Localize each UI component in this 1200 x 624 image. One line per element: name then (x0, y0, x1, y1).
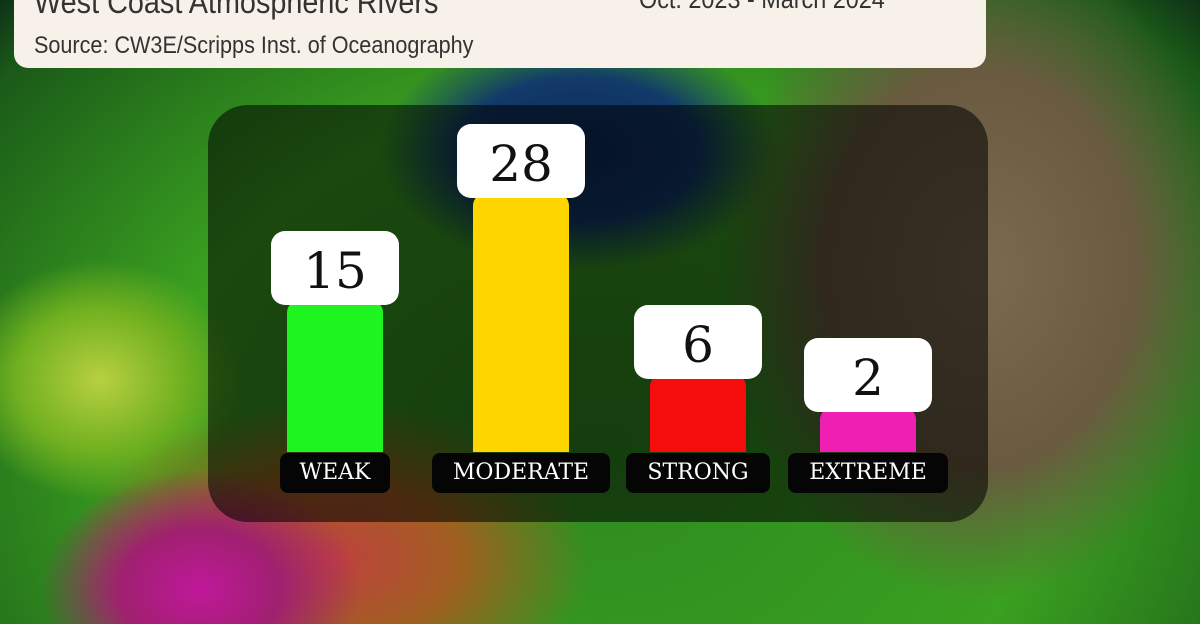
category-label: EXTREME (788, 453, 948, 493)
category-label: WEAK (280, 453, 390, 493)
value-label: 28 (457, 124, 585, 199)
title-card: West Coast Atmospheric Rivers Oct. 2023 … (14, 0, 986, 68)
date-range: Oct. 2023 - March 2024 (639, 0, 885, 15)
value-label: 2 (804, 337, 932, 412)
plot-area (208, 105, 988, 452)
bar-extreme (820, 405, 916, 452)
bar-weak (287, 299, 383, 452)
category-label: MODERATE (432, 453, 610, 493)
category-label: STRONG (626, 453, 770, 493)
bar-strong (650, 372, 746, 452)
value-label: 15 (271, 231, 399, 305)
source-note: Source: CW3E/Scripps Inst. of Oceanograp… (34, 32, 474, 59)
value-label: 6 (634, 304, 762, 379)
bar-moderate (473, 192, 569, 452)
chart-title: West Coast Atmospheric Rivers (34, 0, 439, 20)
